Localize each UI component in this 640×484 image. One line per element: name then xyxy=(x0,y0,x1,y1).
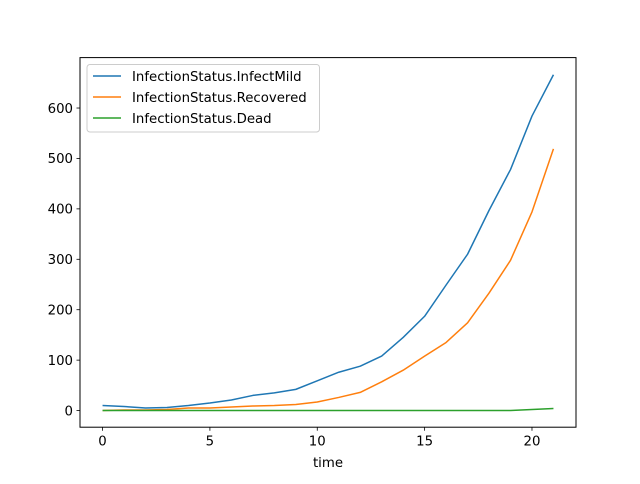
x-tick-label: 0 xyxy=(98,435,106,450)
y-tick-label: 600 xyxy=(48,102,73,117)
x-tick-label: 5 xyxy=(206,435,214,450)
x-tick-label: 15 xyxy=(416,435,433,450)
plot-frame xyxy=(79,57,577,428)
series-line-1 xyxy=(102,148,555,412)
y-tick-label: 0 xyxy=(65,404,73,419)
x-axis-label: time xyxy=(313,456,343,471)
series-layer xyxy=(102,74,555,412)
x-tick-label: 10 xyxy=(309,435,326,450)
y-tick-label: 500 xyxy=(48,152,73,167)
legend: InfectionStatus.InfectMild InfectionStatu… xyxy=(86,64,320,133)
series-line-0 xyxy=(102,74,555,409)
legend-label-0: InfectionStatus.InfectMild xyxy=(132,70,302,85)
x-axis: 0 5 10 15 20 xyxy=(98,427,540,450)
y-tick-label: 100 xyxy=(48,354,73,369)
legend-frame xyxy=(86,64,320,133)
y-tick-label: 200 xyxy=(48,304,73,319)
legend-label-2: InfectionStatus.Dead xyxy=(132,112,272,127)
y-tick-label: 300 xyxy=(48,253,73,268)
legend-label-1: InfectionStatus.Recovered xyxy=(132,91,307,106)
y-tick-label: 400 xyxy=(48,203,73,218)
y-axis: 0 100 200 300 400 500 600 xyxy=(48,102,80,419)
x-tick-label: 20 xyxy=(524,435,541,450)
series-line-2 xyxy=(102,407,554,412)
